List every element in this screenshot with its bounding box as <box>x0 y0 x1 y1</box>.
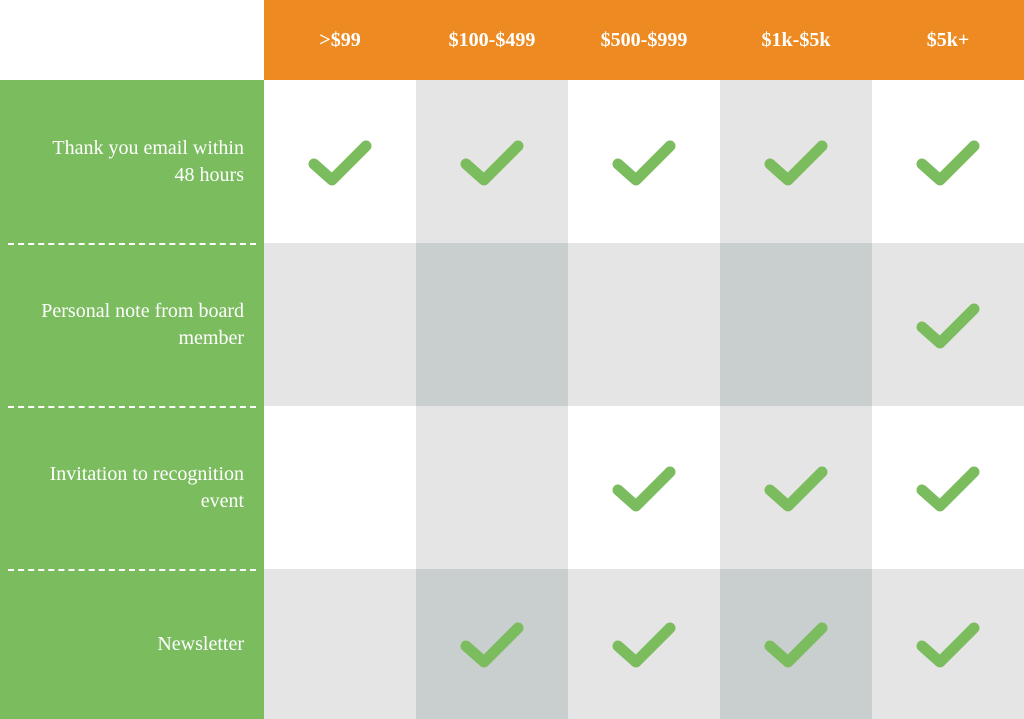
checkmark-icon <box>916 620 980 668</box>
benefits-matrix: >$99$100-$499$500-$999$1k-$5k$5k+ Thank y… <box>0 0 1024 719</box>
data-cell <box>872 406 1024 569</box>
data-cell <box>872 569 1024 719</box>
data-cell <box>264 406 416 569</box>
checkmark-icon <box>764 464 828 512</box>
data-cell <box>568 569 720 719</box>
checkmark-icon <box>612 464 676 512</box>
checkmark-icon <box>916 464 980 512</box>
checkmark-icon <box>916 138 980 186</box>
data-cell <box>416 569 568 719</box>
data-cell <box>264 569 416 719</box>
data-cell <box>568 80 720 243</box>
column-header: >$99 <box>264 0 416 80</box>
data-cell <box>720 80 872 243</box>
data-cell <box>416 80 568 243</box>
column-header: $500-$999 <box>568 0 720 80</box>
checkmark-icon <box>460 138 524 186</box>
checkmark-icon <box>612 620 676 668</box>
column-header: $1k-$5k <box>720 0 872 80</box>
checkmark-icon <box>460 620 524 668</box>
data-cell <box>416 243 568 406</box>
data-cell <box>568 243 720 406</box>
checkmark-icon <box>764 620 828 668</box>
row-header: Newsletter <box>0 569 264 719</box>
row-header: Thank you email within 48 hours <box>0 80 264 243</box>
column-header: $100-$499 <box>416 0 568 80</box>
checkmark-icon <box>612 138 676 186</box>
checkmark-icon <box>916 301 980 349</box>
checkmark-icon <box>764 138 828 186</box>
corner-blank <box>0 0 264 80</box>
data-cell <box>720 569 872 719</box>
data-cell <box>264 243 416 406</box>
data-cell <box>720 406 872 569</box>
data-cell <box>264 80 416 243</box>
data-cell <box>720 243 872 406</box>
row-header: Personal note from board member <box>0 243 264 406</box>
column-header: $5k+ <box>872 0 1024 80</box>
checkmark-icon <box>308 138 372 186</box>
data-cell <box>416 406 568 569</box>
row-header: Invitation to recognition event <box>0 406 264 569</box>
data-cell <box>872 243 1024 406</box>
data-cell <box>568 406 720 569</box>
data-cell <box>872 80 1024 243</box>
